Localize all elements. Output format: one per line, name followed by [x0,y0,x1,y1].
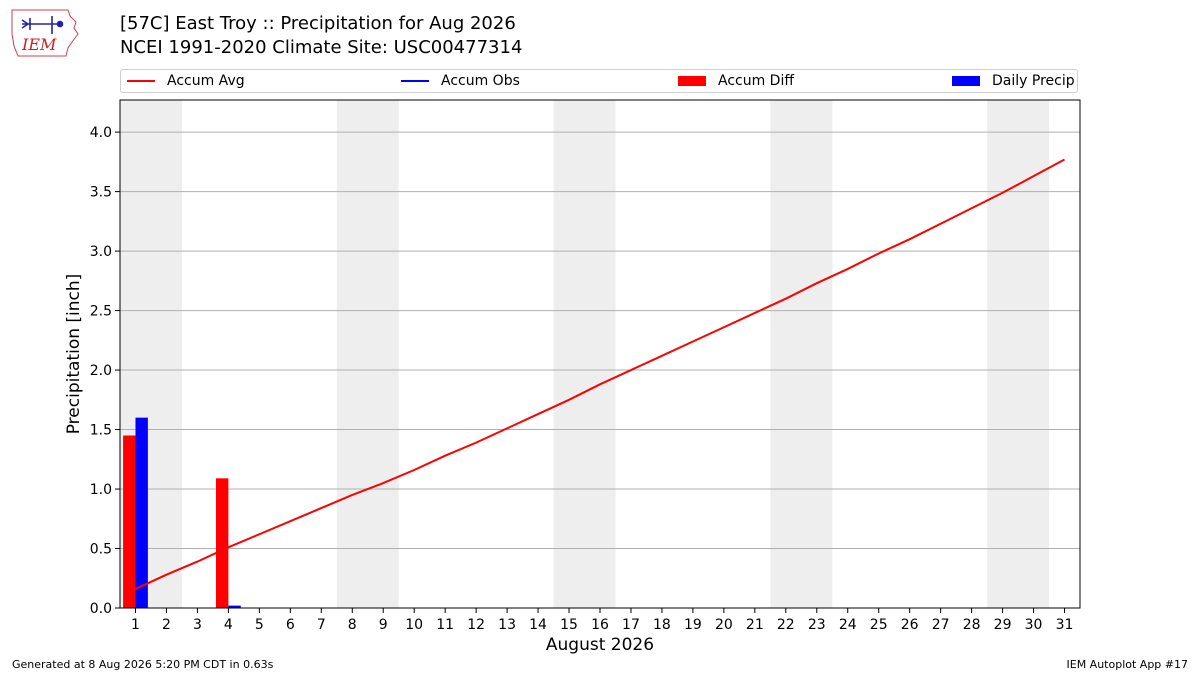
generated-footer: Generated at 8 Aug 2026 5:20 PM CDT in 0… [12,658,274,671]
weekend-band-4 [987,100,1050,608]
iem-logo: IEM [11,9,79,57]
bar-daily-precip-day-4 [228,605,241,608]
x-tick-label-1: 1 [131,617,140,633]
x-tick-label-9: 9 [379,617,388,633]
legend-label-accum-obs: Accum Obs [441,73,520,89]
x-tick-label-7: 7 [317,617,326,633]
y-tick-label-5: 2.5 [90,304,112,320]
legend-label-accum-diff: Accum Diff [718,73,795,89]
x-tick-label-17: 17 [622,617,640,633]
x-tick-label-2: 2 [162,617,171,633]
weekend-band-1 [336,100,399,608]
x-tick-label-12: 12 [467,617,485,633]
y-tick-label-8: 4.0 [90,125,112,141]
y-tick-label-0: 0.0 [90,601,112,617]
y-tick-label-7: 3.5 [90,185,112,201]
weekend-band-2 [553,100,616,608]
x-axis-label: August 2026 [546,635,654,655]
legend-swatch-daily-precip [952,76,980,86]
x-tick-label-31: 31 [1056,617,1074,633]
legend-item-daily-precip: Daily Precip [952,73,1075,89]
bar-accum-diff-day-4 [216,478,229,608]
x-tick-label-13: 13 [498,617,516,633]
x-tick-label-23: 23 [808,617,826,633]
x-tick-label-14: 14 [529,617,547,633]
x-tick-label-27: 27 [932,617,950,633]
x-tick-label-26: 26 [901,617,919,633]
x-tick-label-29: 29 [994,617,1012,633]
x-tick-label-22: 22 [777,617,795,633]
x-tick-label-15: 15 [560,617,578,633]
weekend-band-0 [120,100,182,608]
app-footer: IEM Autoplot App #17 [1066,658,1189,671]
y-tick-label-1: 0.5 [90,542,112,558]
x-tick-label-19: 19 [684,617,702,633]
bar-daily-precip-day-1 [135,417,148,608]
logo-text: IEM [21,35,57,54]
y-tick-label-2: 1.0 [90,482,112,498]
weather-station-icon [21,16,64,34]
x-tick-label-5: 5 [255,617,264,633]
legend-item-accum-diff: Accum Diff [678,73,794,89]
legend-item-accum-obs: Accum Obs [401,73,520,89]
legend-label-accum-avg: Accum Avg [167,73,245,89]
x-tick-label-24: 24 [839,617,857,633]
x-tick-label-4: 4 [224,617,233,633]
line-accum-avg [135,158,1065,590]
bar-accum-diff-day-1 [123,435,136,608]
x-tick-label-20: 20 [715,617,733,633]
chart-subtitle: NCEI 1991-2020 Climate Site: USC00477314 [120,37,523,58]
x-tick-label-18: 18 [653,617,671,633]
x-tick-label-21: 21 [746,617,764,633]
x-tick-label-25: 25 [870,617,888,633]
x-tick-label-6: 6 [286,617,295,633]
y-tick-label-3: 1.5 [90,423,112,439]
legend-swatch-accum-obs [401,80,429,82]
y-tick-label-4: 2.0 [90,363,112,379]
x-tick-label-28: 28 [963,617,981,633]
legend-swatch-accum-avg [127,80,155,82]
x-tick-label-11: 11 [436,617,454,633]
x-tick-label-3: 3 [193,617,202,633]
plot-frame [119,99,1081,609]
x-tick-label-8: 8 [348,617,357,633]
x-tick-label-10: 10 [405,617,423,633]
x-tick-label-30: 30 [1025,617,1043,633]
iowa-state-outline-icon [11,9,79,57]
chart-legend: Accum Avg Accum Obs Accum Diff Daily Pre… [120,69,1078,93]
y-tick-label-6: 3.0 [90,244,112,260]
legend-swatch-accum-diff [678,76,706,86]
y-axis-label: Precipitation [inch] [64,274,84,435]
chart-title: [57C] East Troy :: Precipitation for Aug… [120,13,516,34]
weekend-band-3 [770,100,833,608]
legend-item-accum-avg: Accum Avg [127,73,245,89]
x-tick-label-16: 16 [591,617,609,633]
legend-label-daily-precip: Daily Precip [992,73,1075,89]
